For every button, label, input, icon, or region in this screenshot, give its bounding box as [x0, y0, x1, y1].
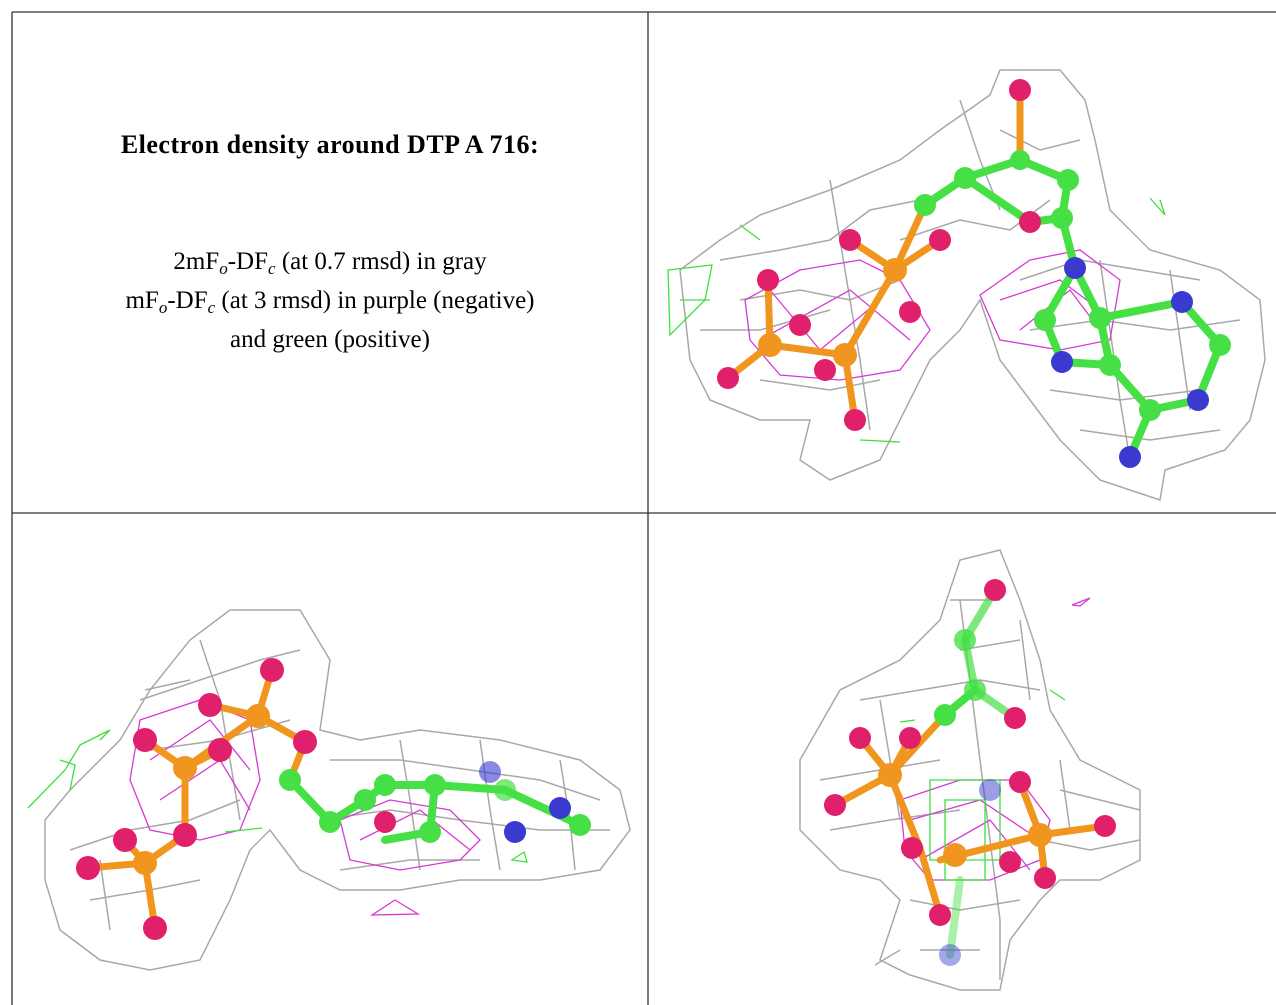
molecule-side [76, 658, 591, 940]
density-view-top [668, 70, 1265, 500]
legend-line: mFo-DFc (at 3 rmsd) in purple (negative) [12, 281, 648, 320]
legend-text: mF [125, 287, 158, 314]
legend-text: (at 3 rmsd) in purple (negative) [215, 287, 534, 314]
legend-text: -DF [228, 248, 268, 275]
page: Electron density around DTP A 716: 2mFo-… [0, 0, 1276, 1005]
legend-text: -DF [167, 287, 207, 314]
legend-text: and green (positive) [230, 326, 430, 353]
legend-text: 2mF [173, 248, 219, 275]
legend-line: 2mFo-DFc (at 0.7 rmsd) in gray [12, 242, 648, 281]
legend-line: and green (positive) [12, 320, 648, 359]
caption-cell: Electron density around DTP A 716: 2mFo-… [12, 12, 648, 513]
density-view-side [28, 610, 630, 970]
legend-text: (at 0.7 rmsd) in gray [276, 248, 487, 275]
subscript: o [219, 259, 228, 278]
density-view-end [800, 550, 1140, 990]
subscript: c [268, 259, 276, 278]
caption-title: Electron density around DTP A 716: [12, 130, 648, 160]
